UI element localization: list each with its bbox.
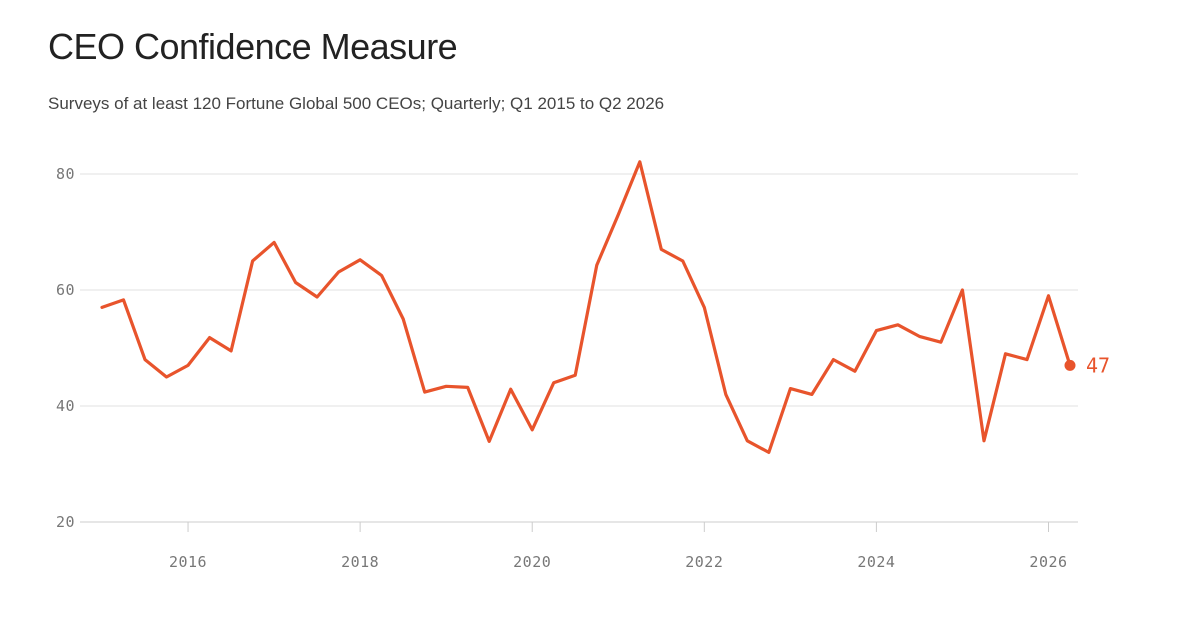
x-tick-label: 2020 xyxy=(513,553,551,571)
y-tick-label: 40 xyxy=(56,397,75,415)
y-tick-label: 20 xyxy=(56,513,75,531)
chart-title: CEO Confidence Measure xyxy=(48,26,458,67)
x-tick-label: 2024 xyxy=(857,553,895,571)
x-tick-label: 2022 xyxy=(685,553,723,571)
endpoint-marker xyxy=(1064,359,1076,371)
series-layer: 47 xyxy=(100,160,1110,454)
chart-subtitle: Surveys of at least 120 Fortune Global 5… xyxy=(48,94,665,113)
endpoint-label: 47 xyxy=(1086,353,1110,377)
x-tick-label: 2026 xyxy=(1029,553,1067,571)
y-tick-label: 80 xyxy=(56,165,75,183)
axes: 20 40 60 80 2016 2018 2020 2022 2024 2026 xyxy=(56,165,1067,571)
series-line xyxy=(100,160,1072,454)
x-tick-label: 2018 xyxy=(341,553,379,571)
x-tick-label: 2016 xyxy=(169,553,207,571)
y-tick-label: 60 xyxy=(56,281,75,299)
